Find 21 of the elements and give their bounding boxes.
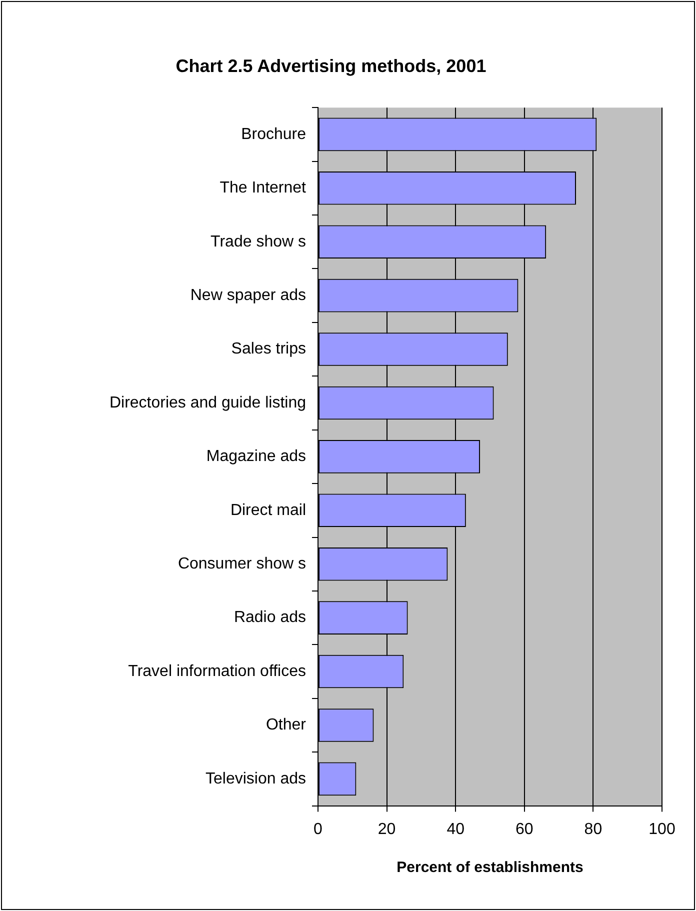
y-tick-label: Magazine ads (206, 448, 306, 466)
x-axis-title: Percent of establishments (396, 859, 584, 876)
y-tick-label: Travel information offices (128, 662, 306, 680)
x-tick-label: 60 (516, 820, 534, 838)
y-tick-label: Consumer show s (178, 556, 306, 573)
x-tick-label: 80 (584, 820, 602, 838)
y-tick-label: Directories and guide listing (109, 394, 306, 412)
y-tick-label: Sales trips (231, 340, 306, 358)
chart-title: Chart 2.5 Advertising methods, 2001 (176, 56, 486, 76)
x-tick-label: 40 (446, 820, 465, 838)
y-tick-label: Direct mail (230, 502, 306, 519)
y-tick-label: New spaper ads (190, 286, 306, 304)
x-tick-label: 20 (378, 820, 396, 838)
y-tick-label: Trade show s (210, 233, 306, 250)
x-tick-label: 100 (648, 820, 676, 838)
y-tick-label: Television ads (206, 770, 306, 788)
y-tick-label: Brochure (241, 126, 306, 143)
y-tick-label: The Internet (220, 180, 307, 197)
y-tick-label: Radio ads (234, 609, 306, 626)
x-tick-label: 0 (314, 820, 323, 838)
y-tick-label: Other (266, 716, 307, 734)
